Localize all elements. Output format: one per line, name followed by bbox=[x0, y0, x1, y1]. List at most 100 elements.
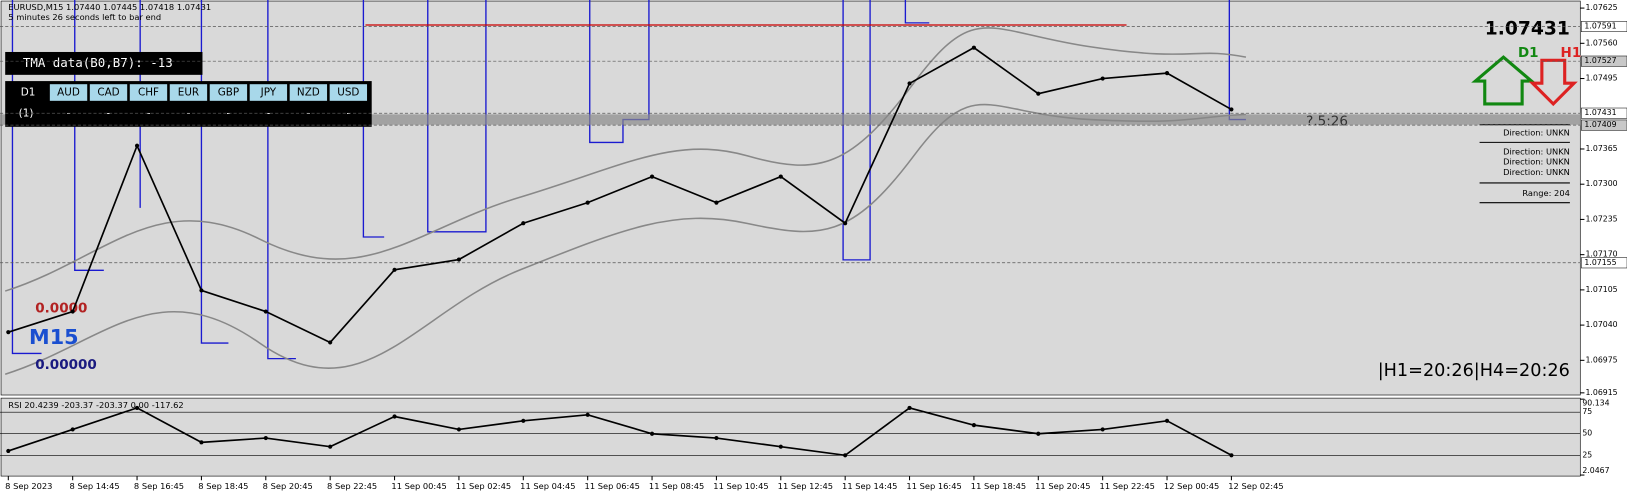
price-line-point bbox=[6, 330, 11, 335]
rsi-tick-label: 25 bbox=[1582, 450, 1592, 459]
tma-lower bbox=[4, 103, 1246, 375]
tma-cell: - bbox=[147, 107, 151, 119]
y-tick-label: 1.07105 bbox=[1585, 285, 1617, 294]
info-panel: 1.07431 D1 H1 Direction: UNKN Direction:… bbox=[1306, 19, 1581, 382]
rsi-line-point bbox=[649, 431, 655, 436]
x-tick-label: 11 Sep 00:45 bbox=[391, 481, 446, 491]
x-tick-label: 11 Sep 16:45 bbox=[906, 481, 961, 491]
rsi-pane bbox=[0, 397, 1581, 477]
x-tick-label: 11 Sep 10:45 bbox=[713, 481, 768, 491]
currency-cell bbox=[289, 84, 328, 101]
range: Range: 204 bbox=[1522, 188, 1570, 198]
rsi-line-point bbox=[199, 440, 204, 445]
price-line-point bbox=[714, 200, 719, 205]
rsi-line-point bbox=[778, 444, 783, 449]
price-level-label: 1.07409 bbox=[1584, 120, 1616, 129]
currency-cell bbox=[49, 84, 88, 101]
price-line-point bbox=[199, 288, 204, 293]
tma-title-box bbox=[5, 51, 203, 75]
y-tick-label: 1.07625 bbox=[1585, 3, 1617, 12]
price-level-box bbox=[1581, 107, 1627, 119]
rsi-line-point bbox=[971, 423, 976, 428]
x-tick-label: 12 Sep 00:45 bbox=[1164, 481, 1219, 491]
x-tick-label: 8 Sep 20:45 bbox=[263, 481, 313, 491]
rsi-line-point bbox=[6, 448, 11, 454]
price-level-label: 1.07591 bbox=[1584, 22, 1616, 31]
y-tick-label: 1.07235 bbox=[1585, 214, 1617, 223]
timer: ?.5:26 bbox=[1306, 114, 1348, 130]
y-tick-label: 1.06915 bbox=[1585, 388, 1617, 397]
rsi-line bbox=[8, 406, 1232, 457]
y-tick-label: 1.06975 bbox=[1585, 355, 1617, 364]
symbol-line: EURUSD,M15 1.07440 1.07445 1.07418 1.074… bbox=[8, 2, 211, 12]
y-tick-label: 1.07560 bbox=[1585, 38, 1617, 47]
big-price: 1.07431 bbox=[1485, 19, 1570, 40]
rsi-tick-label: 50 bbox=[1582, 429, 1592, 438]
currency: JPY bbox=[260, 87, 277, 99]
y-tick-label: 1.07040 bbox=[1585, 320, 1617, 329]
rsi-line-point bbox=[328, 444, 333, 449]
rsi-line-point bbox=[263, 435, 268, 441]
direction: Direction: UNKN bbox=[1503, 167, 1570, 177]
rsi-tick-label: 90.134 bbox=[1582, 398, 1609, 407]
price-line-point bbox=[585, 200, 590, 205]
x-tick-label: 8 Sep 22:45 bbox=[327, 481, 377, 491]
y-tick-label: 1.07365 bbox=[1585, 144, 1617, 153]
price-line-point bbox=[907, 81, 912, 86]
y-tick-label: 1.07495 bbox=[1585, 74, 1617, 83]
tma-cell: - bbox=[267, 107, 271, 119]
price-line-point bbox=[521, 221, 526, 226]
currency: CAD bbox=[97, 87, 119, 99]
rsi-line-point bbox=[907, 405, 912, 410]
price-line-point bbox=[134, 143, 140, 148]
rsi-line-point bbox=[392, 414, 397, 419]
overlay-bottom: 0.00000 bbox=[35, 357, 96, 373]
d1-label: D1 bbox=[1518, 45, 1539, 61]
x-tick-label: 11 Sep 20:45 bbox=[1035, 481, 1090, 491]
price-line bbox=[8, 46, 1232, 344]
currency: CHF bbox=[138, 87, 159, 99]
currency: USD bbox=[337, 87, 359, 99]
currency-cell bbox=[329, 84, 368, 101]
overlay-timeframe: M15 bbox=[29, 325, 79, 349]
rsi-line-point bbox=[843, 453, 848, 458]
price-line-point bbox=[843, 221, 848, 226]
price-level-label: 1.07431 bbox=[1584, 108, 1616, 117]
x-tick-label: 12 Sep 02:45 bbox=[1228, 481, 1283, 491]
price-line-point bbox=[1036, 91, 1041, 96]
x-tick-label: 11 Sep 06:45 bbox=[585, 481, 640, 491]
price-line-point bbox=[328, 340, 333, 345]
x-tick-label: 8 Sep 16:45 bbox=[134, 481, 184, 491]
price-line-point bbox=[392, 267, 397, 272]
rsi-line-point bbox=[1036, 431, 1041, 436]
price-line-point bbox=[456, 257, 462, 262]
currency: NZD bbox=[297, 87, 320, 99]
direction: Direction: UNKN bbox=[1503, 146, 1570, 156]
price-line-point bbox=[778, 174, 783, 179]
currency: AUD bbox=[57, 87, 80, 99]
price-level-box bbox=[1581, 55, 1627, 67]
x-tick-label: 11 Sep 02:45 bbox=[456, 481, 511, 491]
price-level-box bbox=[1581, 257, 1627, 269]
currency-cell bbox=[209, 84, 248, 101]
timer-line: |H1=20:26|H4=20:26 bbox=[1378, 361, 1570, 381]
main-pane bbox=[0, 0, 1581, 396]
currency: EUR bbox=[178, 87, 199, 99]
x-tick-label: 11 Sep 08:45 bbox=[649, 481, 704, 491]
y-tick-label: 1.07300 bbox=[1585, 179, 1617, 188]
price-line-point bbox=[70, 309, 75, 314]
currency: GBP bbox=[218, 87, 239, 99]
tma-upper bbox=[4, 27, 1247, 292]
countdown: 5 minutes 26 seconds left to bar end bbox=[8, 12, 161, 22]
tma-columns: AUD-CAD-CHF-EUR-GBP-JPY-NZD-USD- bbox=[49, 84, 368, 119]
direction: Direction: UNKN bbox=[1503, 157, 1570, 167]
x-tick-label: 8 Sep 2023 bbox=[5, 481, 52, 491]
tma-panel: TMA data(B0,B7): -13 D1 (1) AUD-CAD-CHF-… bbox=[5, 51, 372, 127]
rsi-line-point bbox=[521, 418, 526, 423]
tma-cell: - bbox=[107, 107, 111, 119]
rsi-label: RSI 20.4239 -203.37 -203.37 0.00 -117.62 bbox=[8, 400, 183, 410]
x-tick-label: 11 Sep 22:45 bbox=[1100, 481, 1155, 491]
rsi-tick-label: 75 bbox=[1582, 407, 1592, 416]
